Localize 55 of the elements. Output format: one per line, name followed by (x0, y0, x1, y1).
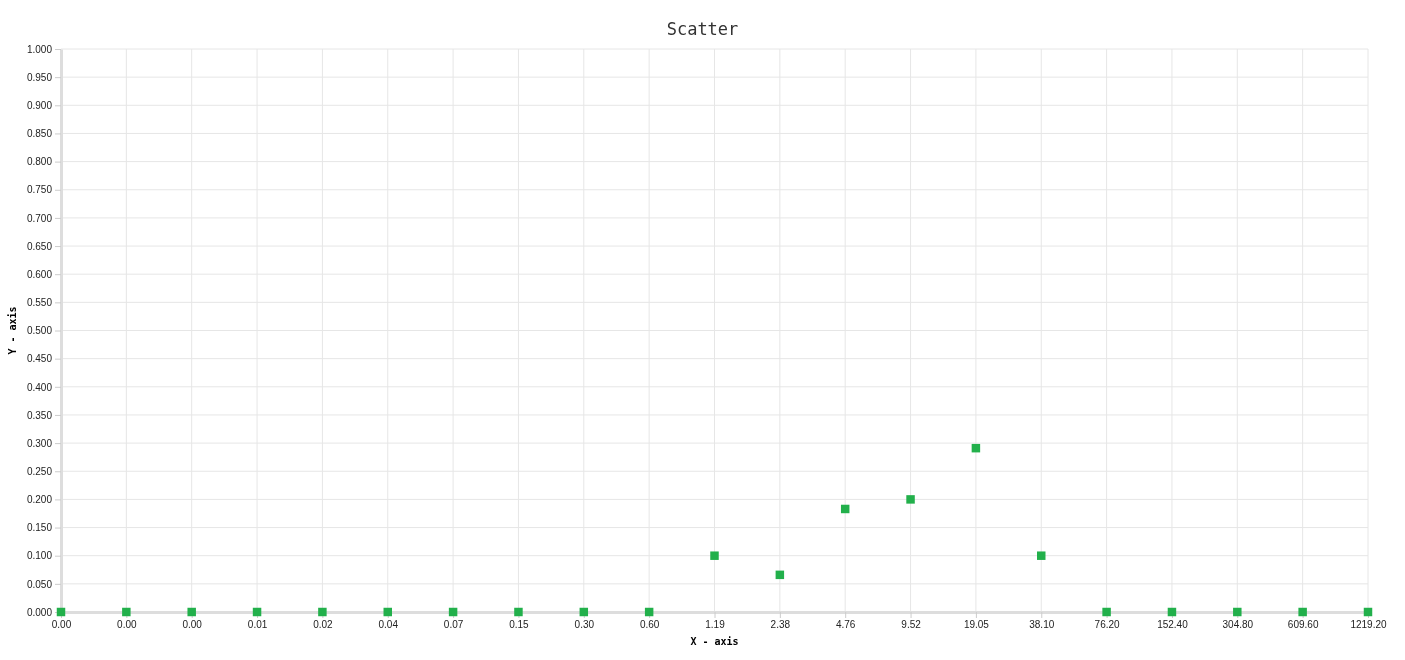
y-tick-label: 0.000 (26, 606, 53, 618)
y-tick-label: 0.300 (26, 437, 53, 449)
y-tick-label: 0.800 (26, 156, 53, 168)
x-tick-label: 1219.20 (1350, 619, 1388, 631)
x-tick-label: 0.07 (443, 619, 464, 631)
y-tick-label: 0.850 (26, 128, 53, 140)
y-tick-label: 1.000 (26, 43, 53, 55)
y-tick-label: 0.050 (26, 578, 53, 590)
point (318, 607, 327, 617)
point (1298, 607, 1307, 617)
x-tick-label: 0.02 (313, 619, 334, 631)
x-tick-label: 4.76 (835, 619, 856, 631)
x-tick-label: 152.40 (1157, 619, 1189, 631)
x-tick-label: 0.00 (51, 619, 72, 631)
y-tick-label: 0.400 (26, 381, 53, 393)
y-tick-label: 0.250 (26, 465, 53, 477)
x-tick-label: 0.04 (378, 619, 399, 631)
x-tick-label: 0.15 (509, 619, 530, 631)
chart-title: Scatter (666, 19, 739, 39)
point (906, 495, 915, 504)
x-tick-label: 0.60 (639, 619, 660, 631)
x-tick-label: 0.01 (247, 619, 268, 631)
y-tick-label: 0.900 (26, 100, 53, 111)
y-tick-label: 0.750 (26, 184, 53, 196)
y-tick-label: 0.950 (26, 71, 53, 83)
point (1233, 607, 1242, 617)
x-tick-label: 0.30 (574, 619, 595, 631)
y-tick-label: 0.150 (26, 522, 53, 534)
point (514, 607, 523, 617)
x-tick-label: 1.19 (705, 619, 726, 631)
y-tick-label: 0.100 (26, 550, 53, 562)
x-tick-label: 609.60 (1287, 619, 1319, 631)
x-tick-label: 76.20 (1094, 619, 1121, 631)
y-tick-label: 0.350 (26, 409, 53, 421)
y-tick-label: 0.500 (26, 325, 53, 337)
y-axis-title: Y - axis (7, 306, 18, 355)
y-tick-label: 0.550 (26, 297, 53, 309)
point (187, 607, 196, 617)
x-axis-title: X - axis (690, 636, 739, 647)
y-tick-label: 0.600 (26, 268, 53, 280)
x-tick-label: 0.00 (182, 619, 203, 631)
x-tick-label: 9.52 (901, 619, 922, 631)
x-tick-label: 38.10 (1029, 619, 1055, 631)
y-tick-label: 0.200 (26, 494, 53, 506)
y-tick-label: 0.450 (26, 353, 53, 365)
y-tick-label: 0.700 (26, 212, 53, 224)
point (1102, 607, 1111, 617)
point (710, 551, 719, 560)
x-tick-label: 304.80 (1222, 619, 1254, 631)
x-tick-label: 0.00 (117, 619, 138, 631)
x-tick-label: 19.05 (963, 619, 990, 631)
point (122, 607, 131, 617)
point (1037, 551, 1046, 560)
y-tick-label: 0.650 (26, 240, 53, 252)
x-tick-label: 2.38 (770, 619, 791, 631)
